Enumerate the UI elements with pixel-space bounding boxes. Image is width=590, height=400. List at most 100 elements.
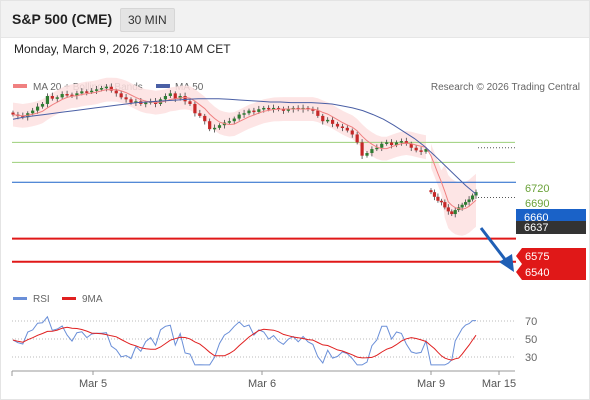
current-price-badge (516, 221, 586, 234)
day1-candle-4 (31, 110, 35, 114)
day1-candle-38 (198, 113, 202, 116)
day1-candle-46 (237, 114, 241, 119)
chart-header: S&P 500 (CME) 30 MIN (1, 1, 589, 38)
day1-candle-48 (247, 110, 251, 114)
day1-candle-25 (134, 101, 138, 103)
day1-candle-64 (326, 119, 330, 122)
day2-candle-12 (470, 195, 475, 200)
timeframe-button[interactable]: 30 MIN (120, 8, 175, 32)
day2-candle-3 (439, 200, 443, 203)
level-lines (12, 141, 516, 263)
resistance-2-label: 6690 (525, 198, 549, 210)
day1-candle-68 (345, 127, 349, 131)
day1-candle-47 (242, 113, 246, 115)
rsi-ma-legend-swatch (62, 297, 76, 300)
day1-candle-50 (257, 109, 261, 112)
day1-candle-6 (40, 103, 45, 107)
day1-candle-9 (55, 97, 59, 99)
moving-averages (12, 89, 477, 210)
day1-candle-80 (404, 141, 408, 144)
x-label-mar15: Mar 15 (482, 378, 516, 390)
day1-candle-78 (394, 142, 399, 146)
day1-candle-18 (99, 88, 104, 90)
day1-candle-23 (124, 97, 128, 100)
day1-candle-17 (94, 89, 99, 91)
day1-candle-8 (50, 96, 54, 99)
day1-candle-12 (70, 94, 74, 97)
day1-candle-73 (370, 149, 374, 154)
day2-candle-4 (443, 202, 447, 208)
rsi-lines (12, 315, 477, 366)
day1-candle-10 (60, 94, 64, 98)
day1-candle-27 (144, 102, 148, 105)
rsi-ma-legend-label: 9MA (82, 294, 103, 305)
day1-candle-81 (409, 143, 413, 148)
day1-candle-76 (385, 142, 389, 144)
bollinger-bands (13, 77, 476, 236)
day1-candle-33 (173, 93, 177, 99)
support-2-label: 6540 (525, 267, 549, 279)
ma20-line (12, 89, 477, 210)
day1-candle-35 (183, 96, 187, 102)
ma50-line (12, 98, 477, 195)
day1-candle-83 (419, 150, 423, 152)
day1-candle-7 (45, 96, 50, 104)
day2-candle-11 (467, 199, 471, 203)
bollinger-legend-swatch (13, 84, 27, 88)
date-line: Monday, March 9, 2026 7:18:10 AM CET (14, 42, 231, 56)
day1-candle-0 (11, 112, 15, 115)
day2-candle-0 (429, 190, 433, 193)
day1-candle-66 (335, 123, 340, 127)
day1-candle-15 (85, 91, 89, 93)
rsi-tick-30: 30 (525, 352, 537, 364)
day1-candle-20 (109, 86, 113, 91)
support-1-label: 6575 (525, 251, 549, 263)
bollinger-band-fill-2 (431, 143, 476, 236)
day1-candle-79 (399, 141, 404, 143)
bollinger-band-fill-1 (13, 77, 426, 161)
rsi-tick-50: 50 (525, 334, 537, 346)
day1-candle-55 (281, 109, 286, 111)
forecast-arrow (479, 227, 509, 263)
day1-candle-52 (267, 107, 271, 110)
day1-candle-65 (330, 119, 335, 124)
day1-candle-67 (340, 126, 345, 129)
support-1-badge (516, 248, 586, 264)
day1-candle-11 (65, 94, 69, 96)
day1-candle-40 (208, 121, 212, 130)
day1-candle-77 (389, 142, 394, 146)
day2-candle-1 (432, 192, 437, 197)
day1-candle-44 (227, 121, 231, 123)
day1-candle-82 (414, 147, 418, 151)
day1-candle-56 (286, 109, 290, 111)
day1-candle-84 (424, 149, 428, 152)
day1-candle-5 (35, 106, 40, 111)
day2-candle-6 (450, 211, 454, 215)
day1-candle-2 (21, 115, 25, 118)
day1-candle-14 (80, 91, 84, 94)
day2-candle-2 (436, 196, 440, 201)
candles (11, 83, 478, 218)
resistance-1-label: 6720 (525, 183, 549, 195)
day1-candle-70 (355, 134, 359, 143)
x-label-mar5: Mar 5 (79, 378, 107, 390)
x-label-mar9: Mar 9 (417, 378, 445, 390)
rsi-legend-label: RSI (33, 294, 50, 305)
day2-candle-5 (446, 207, 450, 212)
day2-candle-9 (460, 204, 464, 208)
day1-candle-72 (365, 153, 369, 156)
forecast-arrowhead (499, 254, 514, 272)
day1-candle-74 (375, 147, 379, 150)
day1-candle-32 (168, 93, 172, 96)
instrument-title: S&P 500 (CME) (12, 11, 113, 27)
copyright-label: Research © 2026 Trading Central (431, 82, 580, 93)
day1-candle-42 (217, 125, 222, 128)
x-label-mar6: Mar 6 (248, 378, 276, 390)
pivot-badge (516, 209, 586, 224)
day1-candle-22 (119, 93, 123, 98)
day1-candle-51 (262, 107, 266, 110)
day1-candle-45 (232, 118, 236, 122)
day1-candle-39 (203, 115, 207, 122)
day1-candle-13 (75, 93, 79, 96)
